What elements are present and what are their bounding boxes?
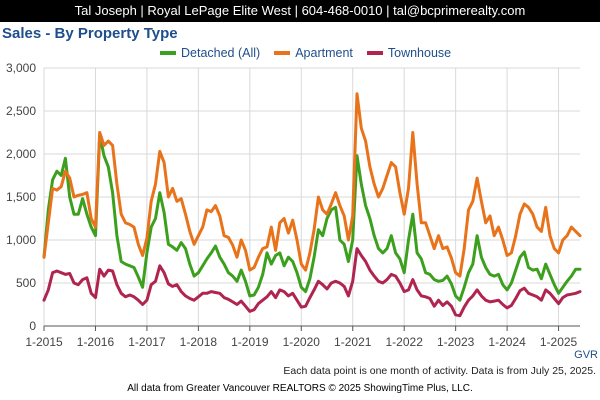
header-text: Tal Joseph | Royal LePage Elite West | 6…: [74, 3, 526, 18]
x-tick-label: 1-2022: [386, 335, 424, 349]
legend-label-townhouse: Townhouse: [387, 46, 452, 60]
legend-item-townhouse[interactable]: Townhouse: [366, 46, 452, 60]
x-tick-label: 1-2016: [77, 335, 115, 349]
legend-label-apartment: Apartment: [295, 46, 353, 60]
x-tick-label: 1-2024: [488, 335, 526, 349]
series-line-townhouse: [42, 247, 582, 318]
x-tick-label: 1-2023: [437, 335, 475, 349]
y-tick-label: 0: [29, 319, 36, 333]
credit-line: All data from Greater Vancouver REALTORS…: [127, 383, 473, 394]
x-tick-label: 1-2021: [334, 335, 372, 349]
x-tick-label: 1-2020: [283, 335, 321, 349]
x-tick-label: 1-2018: [180, 335, 218, 349]
legend-swatch-townhouse: [366, 51, 383, 55]
footnote: Each data point is one month of activity…: [283, 365, 596, 377]
y-tick-label: 2,500: [6, 104, 36, 118]
legend-item-apartment[interactable]: Apartment: [274, 46, 353, 60]
x-tick-label: 1-2019: [231, 335, 269, 349]
series-line-detached-all: [42, 133, 582, 302]
x-tick-label: 1-2017: [128, 335, 166, 349]
legend-label-detached: Detached (All): [181, 46, 261, 60]
chart-title: Sales - By Property Type: [2, 25, 178, 42]
y-tick-label: 2,000: [6, 147, 36, 161]
legend-swatch-apartment: [274, 51, 291, 55]
y-tick-label: 1,500: [6, 190, 36, 204]
header-bar: Tal Joseph | Royal LePage Elite West | 6…: [0, 0, 600, 22]
y-tick-label: 1,000: [6, 233, 36, 247]
chart-legend: Detached (All) Apartment Townhouse: [160, 46, 451, 60]
x-tick-label: 1-2015: [25, 335, 63, 349]
y-tick-label: 500: [16, 276, 36, 290]
legend-swatch-detached: [160, 51, 176, 55]
series-line-apartment: [42, 92, 582, 278]
legend-item-detached[interactable]: Detached (All): [160, 46, 260, 60]
source-tag: GVR: [574, 349, 598, 361]
x-tick-label: 1-2025: [540, 335, 578, 349]
y-tick-label: 3,000: [6, 61, 36, 75]
